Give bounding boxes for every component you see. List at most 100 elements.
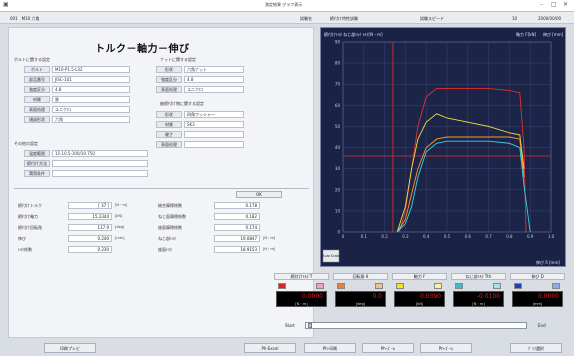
field-value[interactable]: SK3 [184, 121, 244, 128]
color-swatch[interactable] [278, 283, 286, 289]
y-tick-label: 70 [335, 82, 341, 87]
result-label: ﾄﾙｸ係数 [18, 247, 32, 252]
field-value[interactable] [52, 160, 148, 167]
field-label: 表面処理 [24, 106, 50, 113]
x-tick-label: 1.0 [548, 234, 555, 239]
result-unit: [N・m] [263, 247, 276, 251]
field-value[interactable] [184, 131, 244, 138]
y-tick-label: 20 [335, 187, 341, 192]
nut-section-heading: ナットに関する設定 [160, 57, 196, 62]
meter-header: 軸力 F [392, 273, 447, 280]
result-value: 0.230 [68, 246, 112, 253]
zoom-out-button[interactable]: Ph-ｽﾞｰﾑ [420, 343, 472, 353]
field-value[interactable]: 六角 [52, 116, 130, 123]
info-bar: 001 M10 六角 試験名 締付け特性試験 試験スピード 10 2000/00… [0, 12, 574, 24]
title-bar: ▣ 測定結果 グラフ表示 – □ ✕ [0, 0, 574, 12]
color-swatch[interactable] [375, 283, 383, 289]
field-value[interactable]: 鉄 [52, 96, 130, 103]
settings-panel [8, 27, 314, 338]
field-value[interactable]: 四角ワッシャー [184, 111, 244, 118]
field-label: 材質 [24, 96, 50, 103]
y-tick-label: 10 [335, 208, 341, 213]
field-value[interactable]: ユニクロ [52, 106, 130, 113]
maximize-icon[interactable]: □ [551, 1, 557, 8]
field-label: 部品番号 [24, 76, 50, 83]
result-value: 117.9 [68, 224, 112, 231]
result-value: 0.182 [214, 213, 260, 220]
field-value[interactable]: 15-10.5-100/10.750 [52, 150, 148, 157]
meter-unit: [N・m] [472, 302, 485, 306]
x-tick-label: 0.8 [506, 234, 513, 239]
x-tick-label: 0.9 [527, 234, 534, 239]
result-unit: [N・m] [115, 203, 128, 207]
field-label: 締付け方法 [24, 160, 50, 167]
excel-export-button[interactable]: Ph-Excel [244, 343, 296, 353]
result-unit: [N・m] [263, 236, 276, 240]
print-preview-button[interactable]: 印刷プレビ [44, 343, 96, 353]
meter-unit: [mm] [532, 302, 543, 306]
result-value: 0.178 [214, 202, 260, 209]
auto-scale-button[interactable] [322, 249, 340, 263]
graph: 0 0.1 0.2 0.3 0.4 0.5 0.6 0.7 0.8 0.9 1.0 0 10 20 30 40… [322, 31, 564, 265]
field-value[interactable] [52, 170, 148, 177]
results-ok-button[interactable]: OK [236, 191, 282, 198]
y-tick-label: 40 [335, 145, 341, 150]
close-icon[interactable]: ✕ [563, 1, 569, 8]
meter-value: 0.0000 [538, 293, 559, 300]
graph-select-button[interactable]: ｸﾞﾗﾌ選択 [510, 343, 562, 353]
result-label: 伸び [18, 236, 26, 241]
color-swatch[interactable] [493, 283, 501, 289]
meter-display: 0.0390 [kN] [394, 291, 445, 307]
field-label: 形状 [156, 66, 182, 73]
meter-display: 0.0000 [mm] [512, 291, 563, 307]
field-label: 頭部形状 [24, 116, 50, 123]
divider [14, 188, 309, 189]
field-label: 潤滑条件 [24, 170, 50, 177]
x-tick-label: 0.4 [423, 234, 430, 239]
field-value[interactable]: ユニクロ [184, 86, 244, 93]
chart-top-right-label-2: 伸び [mm] [543, 31, 564, 37]
live-meters: 締付けﾄﾙｸ T 0.0000 [N・m] 回転角 θ 0.0 [deg] 軸力 F 0.03… [274, 273, 566, 321]
result-value: 0.240 [68, 235, 112, 242]
color-swatch[interactable] [514, 283, 522, 289]
print-button[interactable]: Ph-印刷 [304, 343, 356, 353]
field-value[interactable]: 4.8 [184, 76, 244, 83]
field-label: 表面処理 [156, 141, 182, 148]
field-value[interactable]: 六角ナット [184, 66, 244, 73]
x-tick-label: 0.2 [381, 234, 388, 239]
field-label: 硬さ [156, 131, 182, 138]
x-axis-label: 伸び δ [mm] [536, 259, 560, 265]
slider-thumb[interactable] [308, 323, 312, 328]
color-swatch[interactable] [434, 283, 442, 289]
color-swatch[interactable] [337, 283, 345, 289]
color-swatch[interactable] [552, 283, 560, 289]
test-name-value: 締付け特性試験 [330, 16, 358, 21]
color-swatch[interactable] [316, 283, 324, 289]
field-value[interactable] [184, 141, 244, 148]
chart-panel: 0 0.1 0.2 0.3 0.4 0.5 0.6 0.7 0.8 0.9 1.0 0 10 20 30 40… [320, 27, 566, 267]
meter-display: -0.0100 [N・m] [453, 291, 504, 307]
result-unit: [deg] [115, 225, 125, 229]
meter-header: 締付けﾄﾙｸ T [274, 273, 329, 280]
y-tick-label: 80 [335, 61, 341, 66]
field-label: 材質 [156, 121, 182, 128]
result-value: [ 37 ] [68, 202, 112, 209]
color-swatch[interactable] [396, 283, 404, 289]
minimize-icon[interactable]: – [540, 1, 543, 8]
bolt-section-heading: ボルトに関する設定 [14, 57, 50, 62]
result-unit: [kN] [115, 214, 123, 218]
slider-start-label: Start [285, 323, 295, 328]
chart-top-left-label: 締付けﾄﾙｸ ねじ部ﾄﾙｸ ﾄﾙｸ[N・m] [324, 31, 383, 37]
result-label: 座面摩擦係数 [158, 225, 182, 230]
field-value[interactable]: M10-P1.5-L32 [52, 66, 130, 73]
field-value[interactable]: JISC-101 [52, 76, 130, 83]
result-label: ねじ部ﾄﾙｸ [158, 236, 176, 241]
time-slider[interactable] [305, 322, 527, 329]
color-swatch[interactable] [455, 283, 463, 289]
x-tick-label: 0.3 [402, 234, 409, 239]
field-value[interactable]: 4.8 [52, 86, 130, 93]
result-label: 締付け軸力 [18, 214, 38, 219]
series-line [396, 113, 525, 233]
zoom-in-button[interactable]: Ph-ｽﾞｰﾑ [362, 343, 414, 353]
record-name: 001 M10 六角 [10, 16, 40, 21]
